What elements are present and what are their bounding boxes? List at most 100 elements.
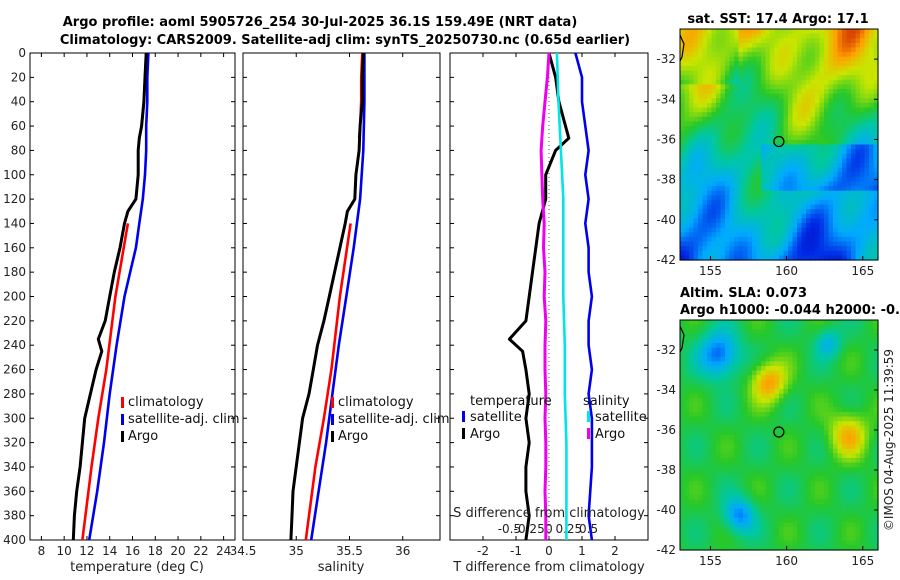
- map-cell: [873, 361, 879, 367]
- map-cell: [756, 375, 762, 381]
- map-cell: [747, 232, 753, 238]
- map-cell: [873, 384, 879, 390]
- map-cell: [747, 453, 753, 459]
- map-cell: [693, 430, 699, 436]
- map-cell: [702, 144, 708, 150]
- map-cell: [801, 38, 807, 44]
- map-cell: [743, 471, 749, 477]
- map-cell: [702, 232, 708, 238]
- map-cell: [801, 29, 807, 35]
- map-cell: [828, 366, 834, 372]
- map-cell: [869, 384, 875, 390]
- map-cell: [774, 425, 780, 431]
- map-cell: [747, 167, 753, 173]
- map-cell: [792, 398, 798, 404]
- map-cell: [873, 29, 879, 35]
- map-cell: [846, 366, 852, 372]
- map-cell: [801, 190, 807, 196]
- map-cell: [720, 435, 726, 441]
- map-cell: [851, 56, 857, 62]
- map-cell: [860, 116, 866, 122]
- map-cell: [873, 412, 879, 418]
- map-cell: [689, 236, 695, 243]
- map-cell: [756, 458, 762, 464]
- map-cell: [711, 444, 717, 450]
- map-cell: [752, 52, 758, 58]
- map-cell: [752, 213, 758, 220]
- map-cell: [873, 527, 879, 533]
- map-cell: [716, 389, 722, 395]
- map-cell: [698, 33, 704, 39]
- map-cell: [770, 172, 776, 178]
- map-cell: [729, 467, 735, 473]
- map-cell: [765, 527, 771, 533]
- map-cell: [801, 255, 807, 261]
- map-cell: [761, 246, 767, 252]
- map-cell: [752, 139, 758, 146]
- map-cell: [846, 513, 852, 519]
- map-cell: [860, 490, 866, 496]
- map-cell: [788, 209, 794, 215]
- map-cell: [864, 199, 870, 206]
- map-cell: [702, 199, 708, 206]
- map-cell: [810, 116, 816, 122]
- ytick-label: 180: [3, 265, 26, 279]
- map-cell: [860, 144, 866, 150]
- map-cell: [869, 448, 875, 454]
- map-cell: [815, 218, 821, 224]
- map-cell: [851, 42, 857, 49]
- map-cell: [725, 393, 731, 399]
- map-cell: [833, 540, 839, 546]
- map-cell: [842, 79, 848, 86]
- map-cell: [783, 144, 789, 150]
- map-cell: [860, 250, 866, 256]
- map-cell: [711, 107, 717, 113]
- map-cell: [869, 167, 875, 173]
- map-cell: [689, 356, 695, 362]
- map-cell: [747, 444, 753, 450]
- map-cell: [729, 181, 735, 187]
- map-cell: [747, 190, 753, 196]
- legend-title-salinity: salinity: [583, 394, 630, 409]
- map-cell: [797, 402, 803, 408]
- map-cell: [828, 227, 834, 233]
- map-cell: [720, 329, 726, 335]
- map-cell: [689, 494, 695, 500]
- map-cell: [693, 389, 699, 395]
- map-cell: [725, 366, 731, 372]
- map-cell: [711, 241, 717, 247]
- map-cell: [720, 79, 726, 86]
- map-cell: [711, 33, 717, 39]
- map-cell: [842, 347, 848, 353]
- map-cell: [833, 416, 839, 422]
- map-cell: [734, 79, 740, 86]
- map-cell: [702, 389, 708, 395]
- map-cell: [684, 536, 690, 542]
- map-cell: [815, 393, 821, 399]
- map-cell: [743, 84, 749, 90]
- map-cell: [747, 485, 753, 491]
- map-cell: [684, 398, 690, 404]
- map-cell: [873, 494, 879, 500]
- map-cell: [684, 139, 690, 146]
- map-cell: [756, 47, 762, 53]
- map-cell: [855, 139, 861, 146]
- map-cell: [873, 199, 879, 206]
- map-cell: [720, 379, 726, 385]
- map-cell: [702, 439, 708, 445]
- coastline: [679, 34, 685, 62]
- map-cell: [783, 218, 789, 224]
- map-cell: [720, 439, 726, 445]
- map-cell: [788, 149, 794, 155]
- map-cell: [837, 508, 843, 514]
- map-cell: [738, 162, 744, 169]
- map-cell: [743, 499, 749, 505]
- map-cell: [873, 333, 879, 339]
- map-cell: [797, 329, 803, 335]
- map-cell: [810, 333, 816, 339]
- map-cell: [797, 476, 803, 482]
- map-cell: [747, 471, 753, 477]
- map-cell: [707, 172, 713, 178]
- map-cell: [783, 65, 789, 72]
- map-cell: [761, 227, 767, 233]
